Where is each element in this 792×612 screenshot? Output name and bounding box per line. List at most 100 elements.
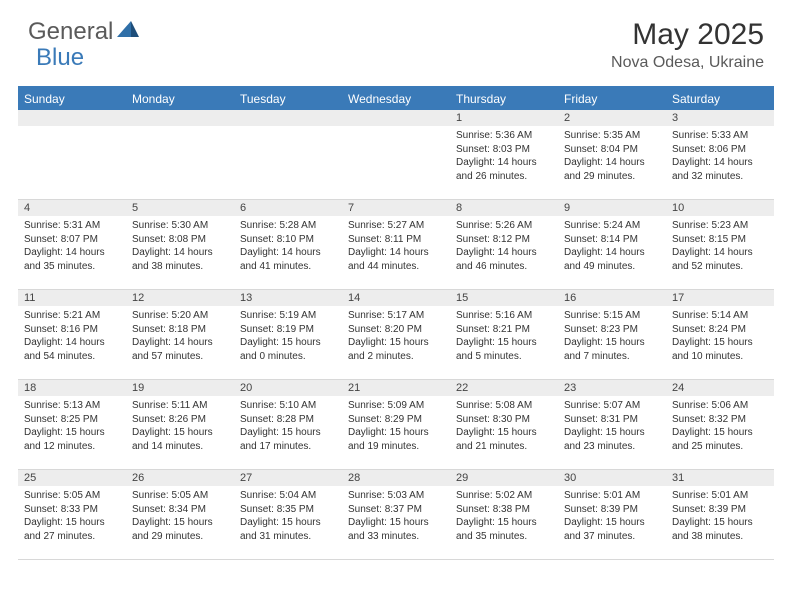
calendar-cell: 22Sunrise: 5:08 AMSunset: 8:30 PMDayligh… <box>450 380 558 470</box>
day-details: Sunrise: 5:21 AMSunset: 8:16 PMDaylight:… <box>18 306 126 367</box>
brand-text-blue: Blue <box>36 44 84 72</box>
day-details: Sunrise: 5:30 AMSunset: 8:08 PMDaylight:… <box>126 216 234 277</box>
day-details: Sunrise: 5:02 AMSunset: 8:38 PMDaylight:… <box>450 486 558 547</box>
day-number: 11 <box>18 290 126 306</box>
location-label: Nova Odesa, Ukraine <box>611 54 764 72</box>
brand-triangle-icon <box>117 21 139 44</box>
calendar-cell: 23Sunrise: 5:07 AMSunset: 8:31 PMDayligh… <box>558 380 666 470</box>
calendar: SundayMondayTuesdayWednesdayThursdayFrid… <box>18 86 774 560</box>
day-number: 7 <box>342 200 450 216</box>
day-number: 3 <box>666 110 774 126</box>
day-number: 1 <box>450 110 558 126</box>
calendar-weekday-header: SundayMondayTuesdayWednesdayThursdayFrid… <box>18 88 774 110</box>
calendar-cell: 25Sunrise: 5:05 AMSunset: 8:33 PMDayligh… <box>18 470 126 560</box>
weekday-header-cell: Sunday <box>18 88 126 110</box>
calendar-cell: 29Sunrise: 5:02 AMSunset: 8:38 PMDayligh… <box>450 470 558 560</box>
calendar-cell: 10Sunrise: 5:23 AMSunset: 8:15 PMDayligh… <box>666 200 774 290</box>
day-number: 2 <box>558 110 666 126</box>
day-details: Sunrise: 5:28 AMSunset: 8:10 PMDaylight:… <box>234 216 342 277</box>
day-details: Sunrise: 5:27 AMSunset: 8:11 PMDaylight:… <box>342 216 450 277</box>
calendar-cell: 2Sunrise: 5:35 AMSunset: 8:04 PMDaylight… <box>558 110 666 200</box>
day-details: Sunrise: 5:36 AMSunset: 8:03 PMDaylight:… <box>450 126 558 187</box>
day-number: 17 <box>666 290 774 306</box>
calendar-cell <box>342 110 450 200</box>
day-number: 29 <box>450 470 558 486</box>
day-number: 19 <box>126 380 234 396</box>
calendar-cell: 7Sunrise: 5:27 AMSunset: 8:11 PMDaylight… <box>342 200 450 290</box>
calendar-cell: 13Sunrise: 5:19 AMSunset: 8:19 PMDayligh… <box>234 290 342 380</box>
calendar-cell: 9Sunrise: 5:24 AMSunset: 8:14 PMDaylight… <box>558 200 666 290</box>
calendar-cell: 28Sunrise: 5:03 AMSunset: 8:37 PMDayligh… <box>342 470 450 560</box>
calendar-cell: 3Sunrise: 5:33 AMSunset: 8:06 PMDaylight… <box>666 110 774 200</box>
day-details: Sunrise: 5:15 AMSunset: 8:23 PMDaylight:… <box>558 306 666 367</box>
day-number: 6 <box>234 200 342 216</box>
day-number: 10 <box>666 200 774 216</box>
day-number: 13 <box>234 290 342 306</box>
day-details: Sunrise: 5:13 AMSunset: 8:25 PMDaylight:… <box>18 396 126 457</box>
weekday-header-cell: Saturday <box>666 88 774 110</box>
day-number: 9 <box>558 200 666 216</box>
day-details <box>18 126 126 199</box>
day-details: Sunrise: 5:31 AMSunset: 8:07 PMDaylight:… <box>18 216 126 277</box>
calendar-cell: 20Sunrise: 5:10 AMSunset: 8:28 PMDayligh… <box>234 380 342 470</box>
calendar-cell: 11Sunrise: 5:21 AMSunset: 8:16 PMDayligh… <box>18 290 126 380</box>
day-details: Sunrise: 5:08 AMSunset: 8:30 PMDaylight:… <box>450 396 558 457</box>
day-number <box>18 110 126 126</box>
day-details <box>234 126 342 199</box>
day-number: 4 <box>18 200 126 216</box>
calendar-cell: 24Sunrise: 5:06 AMSunset: 8:32 PMDayligh… <box>666 380 774 470</box>
day-number: 30 <box>558 470 666 486</box>
calendar-cell: 27Sunrise: 5:04 AMSunset: 8:35 PMDayligh… <box>234 470 342 560</box>
day-details: Sunrise: 5:26 AMSunset: 8:12 PMDaylight:… <box>450 216 558 277</box>
day-number: 8 <box>450 200 558 216</box>
day-number: 24 <box>666 380 774 396</box>
calendar-cell: 5Sunrise: 5:30 AMSunset: 8:08 PMDaylight… <box>126 200 234 290</box>
day-details: Sunrise: 5:35 AMSunset: 8:04 PMDaylight:… <box>558 126 666 187</box>
title-block: May 2025 Nova Odesa, Ukraine <box>611 18 764 72</box>
day-details: Sunrise: 5:05 AMSunset: 8:33 PMDaylight:… <box>18 486 126 547</box>
day-number: 20 <box>234 380 342 396</box>
day-details: Sunrise: 5:03 AMSunset: 8:37 PMDaylight:… <box>342 486 450 547</box>
day-number: 14 <box>342 290 450 306</box>
day-number: 16 <box>558 290 666 306</box>
day-details: Sunrise: 5:07 AMSunset: 8:31 PMDaylight:… <box>558 396 666 457</box>
page-header: General May 2025 Nova Odesa, Ukraine <box>0 0 792 80</box>
weekday-header-cell: Monday <box>126 88 234 110</box>
day-details: Sunrise: 5:10 AMSunset: 8:28 PMDaylight:… <box>234 396 342 457</box>
month-title: May 2025 <box>611 18 764 52</box>
day-details: Sunrise: 5:11 AMSunset: 8:26 PMDaylight:… <box>126 396 234 457</box>
calendar-cell: 4Sunrise: 5:31 AMSunset: 8:07 PMDaylight… <box>18 200 126 290</box>
day-number: 18 <box>18 380 126 396</box>
day-details: Sunrise: 5:20 AMSunset: 8:18 PMDaylight:… <box>126 306 234 367</box>
day-details <box>342 126 450 199</box>
day-details: Sunrise: 5:24 AMSunset: 8:14 PMDaylight:… <box>558 216 666 277</box>
day-details: Sunrise: 5:09 AMSunset: 8:29 PMDaylight:… <box>342 396 450 457</box>
day-details <box>126 126 234 199</box>
day-number: 12 <box>126 290 234 306</box>
day-details: Sunrise: 5:06 AMSunset: 8:32 PMDaylight:… <box>666 396 774 457</box>
day-details: Sunrise: 5:14 AMSunset: 8:24 PMDaylight:… <box>666 306 774 367</box>
day-details: Sunrise: 5:01 AMSunset: 8:39 PMDaylight:… <box>666 486 774 547</box>
day-number: 22 <box>450 380 558 396</box>
calendar-cell: 18Sunrise: 5:13 AMSunset: 8:25 PMDayligh… <box>18 380 126 470</box>
day-number: 23 <box>558 380 666 396</box>
day-details: Sunrise: 5:23 AMSunset: 8:15 PMDaylight:… <box>666 216 774 277</box>
calendar-cell: 21Sunrise: 5:09 AMSunset: 8:29 PMDayligh… <box>342 380 450 470</box>
calendar-body: 1Sunrise: 5:36 AMSunset: 8:03 PMDaylight… <box>18 110 774 560</box>
calendar-cell: 14Sunrise: 5:17 AMSunset: 8:20 PMDayligh… <box>342 290 450 380</box>
weekday-header-cell: Thursday <box>450 88 558 110</box>
calendar-cell: 1Sunrise: 5:36 AMSunset: 8:03 PMDaylight… <box>450 110 558 200</box>
day-details: Sunrise: 5:01 AMSunset: 8:39 PMDaylight:… <box>558 486 666 547</box>
day-number: 26 <box>126 470 234 486</box>
calendar-cell: 17Sunrise: 5:14 AMSunset: 8:24 PMDayligh… <box>666 290 774 380</box>
calendar-cell <box>234 110 342 200</box>
weekday-header-cell: Friday <box>558 88 666 110</box>
calendar-cell: 31Sunrise: 5:01 AMSunset: 8:39 PMDayligh… <box>666 470 774 560</box>
weekday-header-cell: Wednesday <box>342 88 450 110</box>
brand-text-general: General <box>28 18 113 46</box>
calendar-cell <box>18 110 126 200</box>
calendar-cell: 19Sunrise: 5:11 AMSunset: 8:26 PMDayligh… <box>126 380 234 470</box>
day-number: 28 <box>342 470 450 486</box>
brand-logo: General <box>28 18 141 46</box>
calendar-cell: 15Sunrise: 5:16 AMSunset: 8:21 PMDayligh… <box>450 290 558 380</box>
